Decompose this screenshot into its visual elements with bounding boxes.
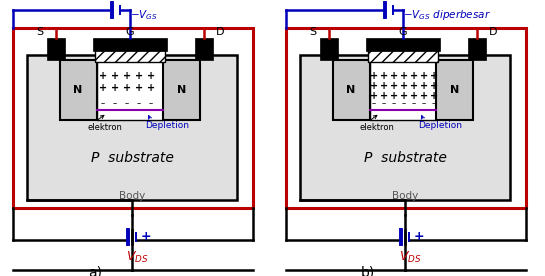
Text: –: – xyxy=(402,100,406,108)
Text: +: + xyxy=(414,230,425,243)
Text: +: + xyxy=(135,71,143,81)
Text: +: + xyxy=(380,71,388,81)
Text: N: N xyxy=(450,85,459,95)
Text: +: + xyxy=(123,71,131,81)
Bar xyxy=(47,38,65,60)
Bar xyxy=(333,60,370,120)
Text: +: + xyxy=(141,230,152,243)
Text: N: N xyxy=(347,85,356,95)
Bar xyxy=(163,60,200,120)
Text: +: + xyxy=(400,71,408,81)
Text: b): b) xyxy=(361,265,375,276)
Text: +: + xyxy=(390,91,398,101)
Text: Body: Body xyxy=(392,191,418,201)
Text: Body: Body xyxy=(119,191,145,201)
Text: $V_{DS}$: $V_{DS}$ xyxy=(399,250,421,265)
Bar xyxy=(370,60,436,120)
Text: +: + xyxy=(420,71,428,81)
Text: G: G xyxy=(126,27,134,37)
Text: elektron: elektron xyxy=(87,123,122,131)
Text: –: – xyxy=(149,100,153,108)
Text: D: D xyxy=(489,27,497,37)
Bar xyxy=(97,60,163,120)
Text: elektron: elektron xyxy=(360,123,395,131)
Bar xyxy=(95,50,165,62)
Text: +: + xyxy=(370,71,378,81)
Text: +: + xyxy=(430,91,438,101)
Text: S: S xyxy=(310,27,317,37)
Text: –: – xyxy=(125,100,129,108)
Bar xyxy=(366,38,440,51)
Text: –: – xyxy=(432,100,436,108)
Text: +: + xyxy=(380,81,388,91)
Text: +: + xyxy=(430,81,438,91)
Text: P  substrate: P substrate xyxy=(364,151,446,165)
Text: +: + xyxy=(420,81,428,91)
Bar xyxy=(60,60,97,120)
Text: –: – xyxy=(101,100,105,108)
Text: +: + xyxy=(111,83,119,93)
Text: +: + xyxy=(99,71,107,81)
Text: +: + xyxy=(390,71,398,81)
Bar xyxy=(93,38,167,51)
Text: –: – xyxy=(422,100,426,108)
Bar xyxy=(13,28,253,208)
Text: –: – xyxy=(412,100,416,108)
Text: +: + xyxy=(420,91,428,101)
Text: $-V_{GS}$: $-V_{GS}$ xyxy=(130,8,158,22)
Text: +: + xyxy=(380,91,388,101)
Text: +: + xyxy=(400,81,408,91)
Text: +: + xyxy=(99,83,107,93)
Bar xyxy=(286,28,526,208)
Text: +: + xyxy=(400,91,408,101)
Text: –: – xyxy=(392,100,396,108)
Text: N: N xyxy=(177,85,186,95)
Text: +: + xyxy=(147,83,155,93)
Text: P  substrate: P substrate xyxy=(90,151,173,165)
Text: +: + xyxy=(123,83,131,93)
Text: S: S xyxy=(37,27,44,37)
Bar xyxy=(320,38,338,60)
Bar xyxy=(300,55,510,200)
Bar xyxy=(368,50,438,62)
Text: +: + xyxy=(370,91,378,101)
Bar xyxy=(436,60,473,120)
Text: D: D xyxy=(216,27,224,37)
Text: +: + xyxy=(135,83,143,93)
Text: +: + xyxy=(370,81,378,91)
Text: a): a) xyxy=(88,265,102,276)
Text: +: + xyxy=(390,81,398,91)
Text: –: – xyxy=(137,100,141,108)
Text: N: N xyxy=(74,85,83,95)
Text: –: – xyxy=(382,100,386,108)
Bar xyxy=(195,38,213,60)
Bar xyxy=(468,38,486,60)
Text: –: – xyxy=(113,100,117,108)
Text: +: + xyxy=(410,81,418,91)
Text: Depletion: Depletion xyxy=(418,121,462,131)
Text: G: G xyxy=(399,27,407,37)
Text: $V_{DS}$: $V_{DS}$ xyxy=(126,250,148,265)
Bar xyxy=(27,55,237,200)
Text: +: + xyxy=(430,71,438,81)
Text: +: + xyxy=(111,71,119,81)
Text: +: + xyxy=(147,71,155,81)
Text: +: + xyxy=(410,71,418,81)
Text: Depletion: Depletion xyxy=(145,121,189,131)
Text: $-V_{GS}$ diperbesar: $-V_{GS}$ diperbesar xyxy=(403,8,491,22)
Text: +: + xyxy=(410,91,418,101)
Text: –: – xyxy=(372,100,376,108)
